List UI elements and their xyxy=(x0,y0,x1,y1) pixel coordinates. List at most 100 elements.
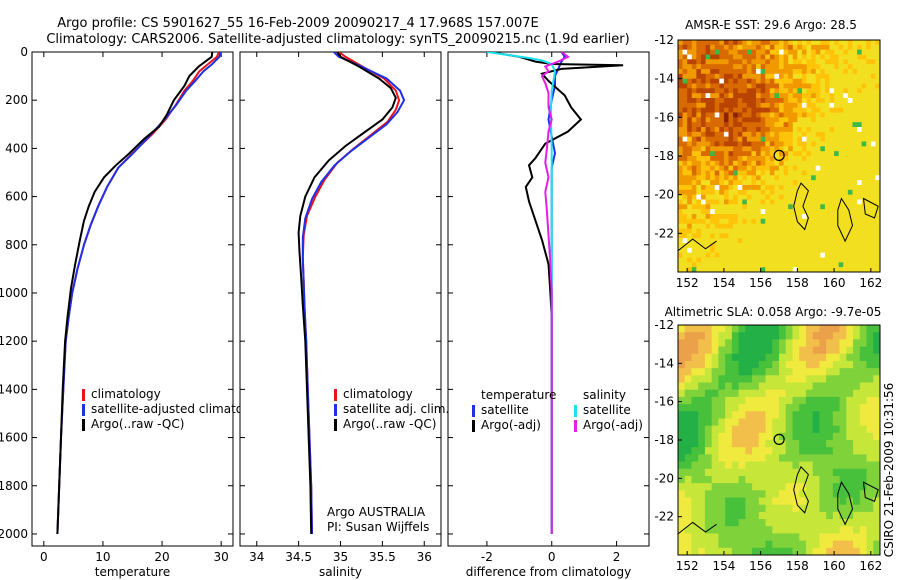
map-cell xyxy=(843,83,849,89)
map-cell xyxy=(832,519,841,527)
map-cell xyxy=(783,40,789,46)
map-cell xyxy=(852,160,858,167)
map-cell xyxy=(682,93,688,99)
map-cell xyxy=(769,175,776,181)
map-cell xyxy=(873,432,880,441)
map-cell xyxy=(731,533,740,542)
map-cell xyxy=(806,122,812,128)
map-cell xyxy=(710,189,716,196)
map-cell xyxy=(710,204,716,210)
map-cell xyxy=(843,233,849,239)
map-cell xyxy=(772,375,780,384)
map-cell xyxy=(725,461,733,470)
map-cell xyxy=(826,519,834,527)
map-cell xyxy=(875,228,880,234)
map-cell xyxy=(838,257,844,263)
map-cell xyxy=(733,127,739,133)
map-cell xyxy=(678,540,686,549)
map-cell xyxy=(737,262,743,268)
map-cell xyxy=(728,93,734,99)
map-cell xyxy=(758,454,767,463)
map-cell xyxy=(705,165,711,172)
map-cell xyxy=(756,267,762,272)
map-cell xyxy=(682,175,688,181)
map-cell xyxy=(843,257,849,263)
map-cell xyxy=(765,497,773,506)
map-cell xyxy=(682,160,688,167)
map-cell xyxy=(691,360,699,369)
map-cell xyxy=(758,468,767,477)
map-cell xyxy=(723,44,730,51)
map-cell xyxy=(733,146,739,152)
map-cell xyxy=(678,209,684,215)
map-cell xyxy=(711,447,719,455)
map-cell xyxy=(718,325,726,333)
map-cell xyxy=(866,404,874,412)
map-cell xyxy=(783,78,789,85)
map-cell xyxy=(852,141,858,147)
map-cell xyxy=(843,64,849,70)
map-cell xyxy=(700,262,707,268)
map-cell xyxy=(792,98,798,104)
map-cell xyxy=(843,146,849,152)
map-cell xyxy=(834,44,840,51)
map-cell xyxy=(870,228,877,234)
map-cell xyxy=(700,102,707,109)
map-cell xyxy=(788,243,794,249)
map-cell xyxy=(678,69,684,75)
map-cell xyxy=(738,360,746,369)
map-cell xyxy=(696,49,702,56)
map-cell xyxy=(820,233,826,239)
map-cell xyxy=(760,262,766,268)
map-cell xyxy=(733,262,739,268)
map-cell xyxy=(714,151,720,157)
map-cell xyxy=(866,360,874,369)
map-cell xyxy=(737,141,743,147)
map-cell xyxy=(711,368,719,376)
map-cell xyxy=(718,533,726,542)
map-cell xyxy=(678,194,684,201)
map-cell xyxy=(710,238,716,244)
map-cell xyxy=(760,223,766,230)
map-cell xyxy=(834,257,840,263)
map-cell xyxy=(834,73,840,80)
map-cell xyxy=(873,360,880,369)
map-cell xyxy=(737,267,743,272)
map-cell xyxy=(826,360,834,369)
map-cell xyxy=(811,112,817,118)
map-cell xyxy=(710,146,716,152)
map-cell xyxy=(834,262,840,268)
map-cell xyxy=(687,209,693,215)
map-cell xyxy=(691,93,697,99)
map-cell xyxy=(852,185,858,191)
map-cell xyxy=(751,83,757,89)
map-cell xyxy=(785,339,794,348)
map-cell xyxy=(774,64,780,70)
map-cell xyxy=(779,425,787,434)
map-cell xyxy=(785,526,794,535)
map-cell xyxy=(785,418,794,427)
map-cell xyxy=(737,204,743,210)
map-cell xyxy=(745,526,753,535)
map-cell xyxy=(779,127,785,133)
map-cell xyxy=(846,497,854,506)
map-cell xyxy=(758,425,767,434)
map-cell xyxy=(738,497,746,506)
map-cell xyxy=(678,218,684,225)
map-cell xyxy=(847,146,854,152)
map-cell xyxy=(832,360,841,369)
map-cell xyxy=(714,49,720,56)
map-cell xyxy=(847,98,854,104)
map-cell xyxy=(826,454,834,463)
map-cell xyxy=(700,199,707,205)
map-cell xyxy=(719,257,725,263)
map-cell xyxy=(691,526,699,535)
map-cell xyxy=(691,418,699,427)
map-cell xyxy=(756,107,762,114)
map-cell xyxy=(760,98,766,104)
map-cell xyxy=(815,54,821,60)
map-cell xyxy=(788,247,794,254)
map-cell xyxy=(866,228,872,234)
map-cell xyxy=(788,223,794,230)
map-cell xyxy=(866,156,872,162)
